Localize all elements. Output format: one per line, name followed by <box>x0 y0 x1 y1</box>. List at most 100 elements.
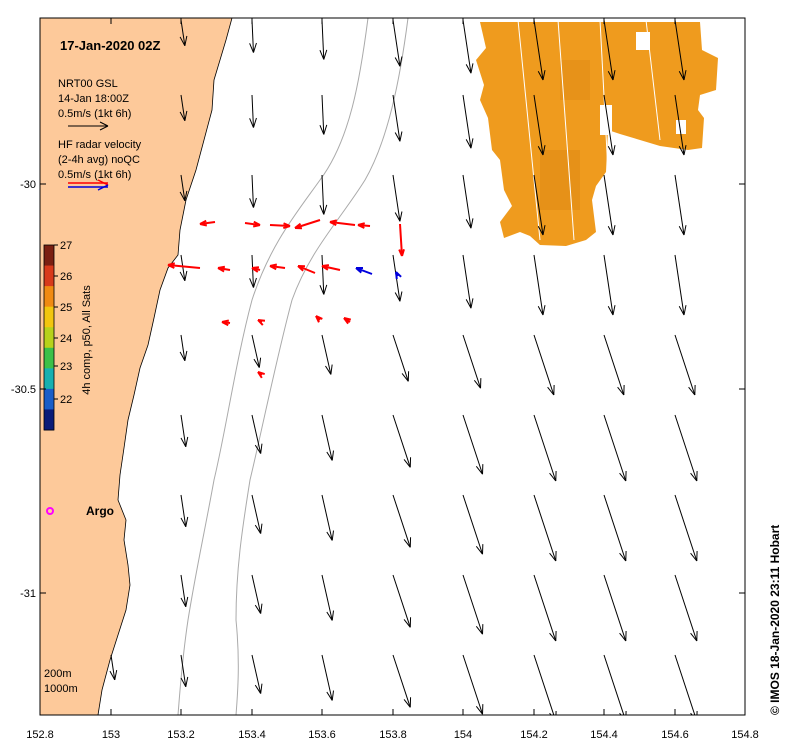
colorbar-cell <box>44 409 54 431</box>
gsl-vector-arrow <box>533 334 555 396</box>
gsl-vector-arrow <box>674 19 687 81</box>
gsl-vector-arrow <box>603 254 616 316</box>
isobath-label-200m: 200m <box>44 668 72 680</box>
colorbar-cell <box>44 286 54 308</box>
gsl-vector-arrow <box>319 254 328 295</box>
gsl-vector-arrow <box>603 19 616 81</box>
gsl-vector-arrow <box>392 94 403 142</box>
colorbar-label: 4h comp, p50, All Sats <box>81 285 93 395</box>
hf-radar-arrow <box>343 317 352 325</box>
gsl-vector-arrow <box>392 334 410 382</box>
hf-radar-arrow <box>321 264 341 271</box>
gsl-vector-arrow <box>603 334 625 396</box>
gsl-vector-arrow <box>674 494 698 562</box>
gsl-vector-arrow <box>462 334 482 389</box>
gsl-vector-arrow <box>533 654 557 715</box>
colorbar-cell <box>44 306 54 328</box>
gsl-vector-arrow <box>674 414 698 482</box>
gsl-vector-arrow <box>179 174 188 201</box>
gsl-vector-arrow <box>392 494 412 548</box>
argo-label: Argo <box>86 504 114 518</box>
gsl-vector-arrow <box>392 174 403 222</box>
gsl-vector-arrow <box>180 494 189 527</box>
x-tick-label: 154.2 <box>520 729 548 741</box>
argo-float-marker <box>46 507 54 515</box>
gsl-vector-arrow <box>533 19 546 81</box>
gsl-vector-arrow <box>392 19 403 67</box>
isobath-1000m <box>235 18 409 715</box>
gsl-vector-arrow <box>674 654 698 715</box>
gsl-vector-arrow <box>674 174 687 236</box>
legend-gsl-line2: 14-Jan 18:00Z <box>58 93 129 105</box>
y-tick-label: -31 <box>20 588 36 600</box>
gsl-vector-arrow <box>392 414 412 468</box>
x-tick-label: 152.8 <box>26 729 54 741</box>
gsl-vector-arrow <box>249 94 257 128</box>
gsl-vector-field <box>109 19 698 715</box>
hf-radar-arrow <box>269 263 286 271</box>
gsl-vector-arrow <box>249 254 257 288</box>
gsl-vector-arrow <box>462 574 484 635</box>
gsl-vector-arrow <box>321 494 335 541</box>
gsl-vector-arrow <box>462 19 474 74</box>
credit-text: © IMOS 18-Jan-2020 23:11 Hobart <box>768 525 782 715</box>
gsl-vector-arrow <box>180 574 189 607</box>
colorbar-cell <box>44 388 54 410</box>
gsl-vector-arrow <box>319 174 328 215</box>
gsl-vector-arrow <box>603 654 627 715</box>
colorbar-tick-label: 22 <box>60 394 72 406</box>
legend-gsl-arrow <box>68 121 109 131</box>
gsl-vector-arrow <box>251 494 263 534</box>
hf-radar-arrow <box>357 222 371 229</box>
hf-radar-arrow <box>244 220 261 228</box>
gsl-vector-arrow <box>674 254 687 316</box>
gsl-vector-arrow <box>321 334 333 375</box>
x-tick-label: 154 <box>454 729 472 741</box>
legend-hf-scale: 0.5m/s (1kt 6h) <box>58 169 131 181</box>
gsl-vector-arrow <box>674 574 698 642</box>
hf-radar-arrow <box>395 271 402 280</box>
gsl-vector-arrow <box>603 414 627 482</box>
x-tick-label: 154.8 <box>731 729 759 741</box>
x-tick-label: 153.6 <box>308 729 336 741</box>
gsl-vector-arrow <box>392 654 412 708</box>
gsl-vector-arrow <box>603 574 627 642</box>
legend: NRT00 GSL 14-Jan 18:00Z 0.5m/s (1kt 6h) … <box>58 78 142 191</box>
isobath-label-1000m: 1000m <box>44 683 78 695</box>
gsl-vector-arrow <box>462 654 484 715</box>
colorbar-cell <box>44 347 54 369</box>
x-tick-label: 154.6 <box>661 729 689 741</box>
gsl-vector-arrow <box>180 414 189 447</box>
hf-radar-arrow <box>257 319 266 326</box>
hf-radar-arrow <box>251 266 261 273</box>
x-tick-label: 153 <box>102 729 120 741</box>
hf-radar-arrow <box>398 223 405 257</box>
gsl-vector-arrow <box>179 254 188 281</box>
isobath-200m <box>177 18 369 715</box>
gsl-vector-arrow <box>462 494 484 555</box>
gsl-vector-arrow <box>321 574 335 621</box>
gsl-vector-arrow <box>674 94 687 156</box>
hf-radar-arrow <box>315 315 323 323</box>
legend-hf-arrow <box>68 179 109 191</box>
hf-radar-arrow <box>329 219 356 227</box>
hf-radar-arrow <box>294 219 321 230</box>
y-tick-label: -30 <box>20 179 36 191</box>
gsl-vector-arrow <box>179 334 188 361</box>
gsl-vector-arrow <box>533 414 557 482</box>
gsl-vector-arrow <box>674 334 696 396</box>
colorbar-cell <box>44 265 54 287</box>
x-tick-label: 153.2 <box>167 729 195 741</box>
hf-radar-arrow <box>257 371 265 379</box>
gsl-vector-arrow <box>251 334 262 368</box>
map-title: 17-Jan-2020 02Z <box>60 38 161 53</box>
gsl-vector-arrow <box>462 174 474 229</box>
gsl-vector-arrow <box>319 19 328 60</box>
colorbar-tick-label: 25 <box>60 302 72 314</box>
gsl-vector-arrow <box>603 494 627 562</box>
colorbar-tick-label: 23 <box>60 361 72 373</box>
colorbar-tick-label: 24 <box>60 333 72 345</box>
gsl-vector-arrow <box>603 174 616 236</box>
